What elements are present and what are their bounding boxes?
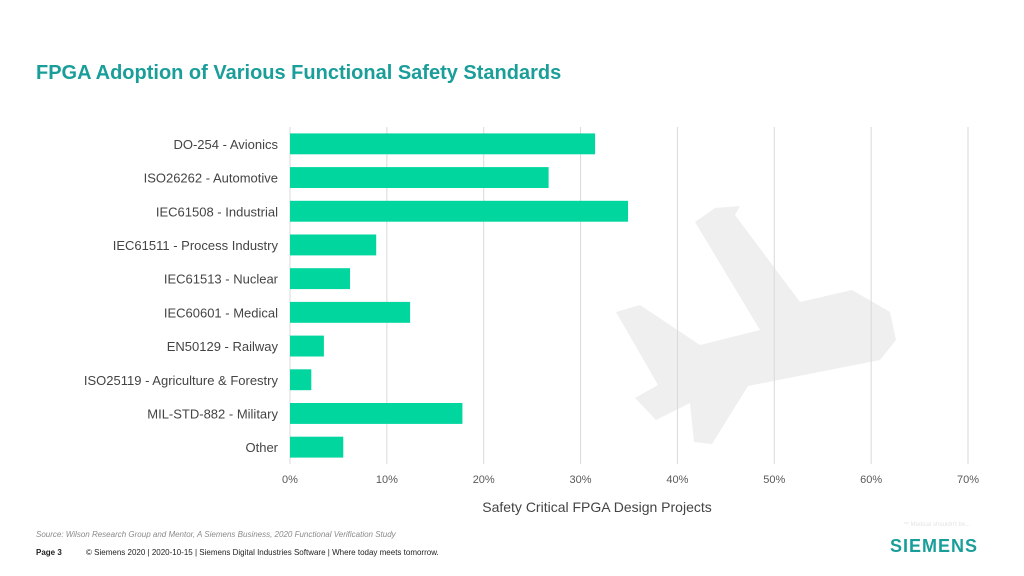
x-tick-label: 10% xyxy=(376,474,398,486)
footer: Page 3 © Siemens 2020 | 2020-10-15 | Sie… xyxy=(36,548,439,557)
x-tick-label: 70% xyxy=(957,474,979,486)
page-number: Page 3 xyxy=(36,548,62,557)
category-label: IEC61513 - Nuclear xyxy=(164,272,279,287)
category-label: Other xyxy=(245,440,278,455)
siemens-logo: SIEMENS xyxy=(890,536,979,556)
bar xyxy=(290,268,351,290)
bar xyxy=(290,369,312,391)
category-label: IEC61511 - Process Industry xyxy=(113,238,279,253)
category-label: IEC60601 - Medical xyxy=(164,305,278,320)
x-axis-label: Safety Critical FPGA Design Projects xyxy=(482,499,712,515)
x-tick-label: 60% xyxy=(860,474,882,486)
x-tick-label: 30% xyxy=(570,474,592,486)
watermark-text: ™ Medical shouldn't be... xyxy=(903,522,971,528)
slide-title: FPGA Adoption of Various Functional Safe… xyxy=(36,62,562,84)
category-label: ISO25119 - Agriculture & Forestry xyxy=(84,373,279,388)
x-tick-labels: 0% 10% 20% 30% 40% 50% 60% 70% xyxy=(282,474,979,486)
category-label: EN50129 - Railway xyxy=(167,339,279,354)
category-label: IEC61508 - Industrial xyxy=(156,204,278,219)
bar xyxy=(290,301,411,323)
x-tick-label: 40% xyxy=(666,474,688,486)
airplane-icon xyxy=(616,206,896,444)
bar xyxy=(290,200,629,222)
bar xyxy=(290,234,377,256)
source-note: Source: Wilson Research Group and Mentor… xyxy=(36,530,396,539)
bar xyxy=(290,436,344,458)
bar xyxy=(290,167,549,188)
category-label: ISO26262 - Automotive xyxy=(144,171,278,186)
category-label: MIL-STD-882 - Military xyxy=(147,406,278,421)
category-label: DO-254 - Avionics xyxy=(173,137,278,152)
bar xyxy=(290,403,463,424)
bar xyxy=(290,335,324,357)
bar xyxy=(290,133,596,155)
bars xyxy=(290,133,629,458)
x-tick-label: 50% xyxy=(763,474,785,486)
copyright-text: © Siemens 2020 | 2020-10-15 | Siemens Di… xyxy=(86,548,439,557)
category-labels: DO-254 - Avionics ISO26262 - Automotive IE… xyxy=(84,137,279,455)
gridlines xyxy=(289,127,969,464)
x-tick-label: 0% xyxy=(282,474,298,486)
x-tick-label: 20% xyxy=(473,474,495,486)
